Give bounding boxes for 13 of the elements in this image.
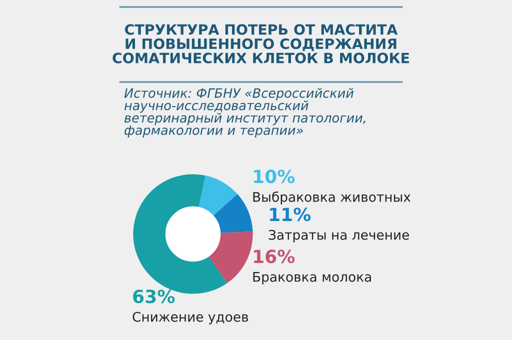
slice-label: Затраты на лечение bbox=[268, 230, 409, 242]
data-label: 16% bbox=[254, 250, 295, 264]
donut-slice bbox=[198, 176, 238, 216]
data-label: 10% bbox=[254, 170, 295, 184]
data-label: 11% bbox=[270, 208, 311, 222]
chart-subtitle: Источник: ФГБНУ «Всероссийский научно-исследовательский ветеринарный институт патологии, фармакологии и терапии» bbox=[124, 88, 366, 138]
slice-label: Выбраковка животных bbox=[253, 192, 411, 204]
donut-slice bbox=[208, 231, 253, 284]
slice-label: Браковка молока bbox=[253, 272, 371, 284]
donut-slice bbox=[213, 194, 253, 233]
slice-label: Снижение удоев bbox=[132, 312, 248, 324]
data-label: 63% bbox=[133, 290, 175, 304]
chart-title: СТРУКТУРА ПОТЕРЬ ОТ МАСТИТА И ПОВЫШЕННОГО СОДЕРЖАНИЯ СОМАТИЧЕСКИХ КЛЕТОК В МОЛОКЕ bbox=[112, 24, 409, 64]
